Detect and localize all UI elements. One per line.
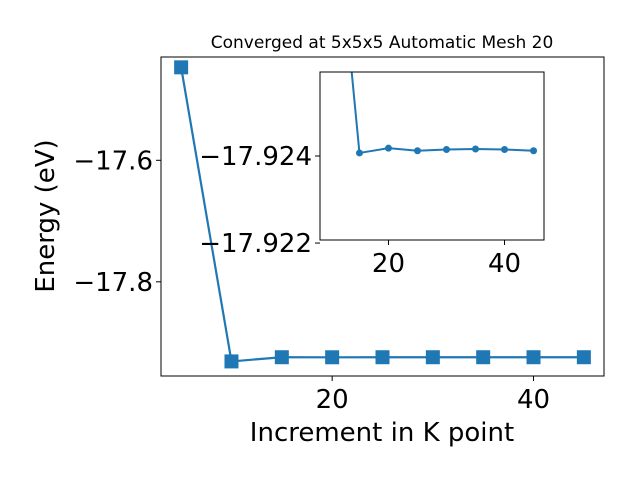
inset-x-tick-label: 40 [488,249,521,279]
main-y-tick-label: −17.6 [73,146,153,176]
inset-x-tick-label: 20 [372,249,405,279]
x-axis-label: Increment in K point [250,418,514,448]
chart-title: Converged at 5x5x5 Automatic Mesh 20 [211,33,554,53]
main-data-point [274,350,289,365]
inset-data-point [530,147,538,155]
main-data-point [576,350,591,365]
inset-y-tick-label: −17.922 [199,229,312,259]
inset-data-point [443,145,451,153]
inset-plot-area: 20 40 −17.924 −17.922 [199,71,545,279]
inset-data-point [472,145,480,153]
y-axis-label: Energy (eV) [31,139,61,292]
inset-data-point [384,144,392,152]
main-x-tick-label: 20 [316,385,349,415]
inset-series-line [350,72,534,154]
main-data-point [476,350,491,365]
main-y-tick-label: −17.8 [73,268,153,298]
main-data-point [325,350,340,365]
main-frame [160,56,605,377]
inset-data-point [355,149,363,157]
main-data-point [526,350,541,365]
main-data-point [375,350,390,365]
main-data-point [174,60,189,75]
main-plot-area: 20 40 −17.6 −17.8 [73,56,605,415]
main-data-point [224,354,239,369]
inset-data-point [413,147,421,155]
inset-data-point [501,145,509,153]
main-x-tick-label: 40 [517,385,550,415]
main-data-point [425,350,440,365]
inset-y-tick-label: −17.924 [199,142,312,172]
